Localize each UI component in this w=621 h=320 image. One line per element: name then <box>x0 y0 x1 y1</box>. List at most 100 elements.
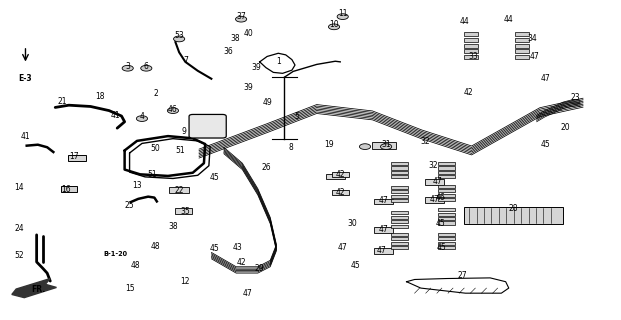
Text: 45: 45 <box>209 173 219 182</box>
Text: 25: 25 <box>125 201 134 210</box>
Text: 10: 10 <box>329 20 339 29</box>
Text: 42: 42 <box>335 188 345 197</box>
FancyBboxPatch shape <box>189 115 226 138</box>
Text: 50: 50 <box>151 144 160 153</box>
Bar <box>332 190 349 195</box>
Bar <box>61 186 77 193</box>
Bar <box>438 233 455 236</box>
Text: 39: 39 <box>251 63 261 72</box>
Bar <box>391 220 409 223</box>
Circle shape <box>329 24 340 30</box>
Text: 45: 45 <box>437 243 446 252</box>
Text: 38: 38 <box>168 222 178 231</box>
Text: 41: 41 <box>20 132 30 140</box>
Bar <box>438 212 455 216</box>
Text: 47: 47 <box>242 289 252 298</box>
Bar <box>425 179 444 185</box>
Bar <box>438 175 455 179</box>
Bar <box>374 198 393 204</box>
Text: 43: 43 <box>232 243 242 252</box>
Bar <box>391 186 409 189</box>
Bar <box>515 44 528 48</box>
Text: 22: 22 <box>175 186 184 195</box>
Text: 20: 20 <box>561 123 571 132</box>
Text: 13: 13 <box>132 181 142 190</box>
Text: 16: 16 <box>61 185 71 194</box>
Bar <box>438 217 455 220</box>
Bar <box>391 195 409 198</box>
Text: 7: 7 <box>183 56 188 65</box>
Bar <box>464 38 478 42</box>
Text: 17: 17 <box>69 152 79 161</box>
Text: 47: 47 <box>530 52 540 61</box>
Circle shape <box>141 65 152 71</box>
Text: 48: 48 <box>151 242 160 251</box>
Text: 40: 40 <box>243 29 253 38</box>
Bar <box>391 171 409 174</box>
Text: 23: 23 <box>571 93 581 102</box>
Bar <box>438 194 455 197</box>
Text: 9: 9 <box>181 127 186 136</box>
Text: 51: 51 <box>148 170 157 179</box>
Text: 44: 44 <box>504 15 514 24</box>
Bar <box>438 246 455 249</box>
Text: 46: 46 <box>436 193 445 202</box>
Text: 8: 8 <box>288 143 293 152</box>
Circle shape <box>137 116 148 122</box>
Bar <box>515 38 528 42</box>
Text: 27: 27 <box>458 271 467 280</box>
Text: 26: 26 <box>261 163 271 172</box>
Bar <box>332 172 349 177</box>
Text: 48: 48 <box>131 261 140 270</box>
Text: 53: 53 <box>175 31 184 40</box>
Text: 47: 47 <box>433 177 442 186</box>
Bar <box>438 162 455 165</box>
Bar <box>464 207 563 224</box>
Bar <box>438 198 455 201</box>
Text: 30: 30 <box>348 219 358 228</box>
Text: 47: 47 <box>377 246 387 255</box>
Text: 5: 5 <box>294 112 299 121</box>
Bar <box>438 166 455 170</box>
Text: FR.: FR. <box>31 284 45 293</box>
Bar <box>68 155 86 161</box>
Bar <box>326 174 345 180</box>
Bar <box>438 242 455 245</box>
Bar <box>170 187 189 194</box>
Text: 47: 47 <box>338 243 348 252</box>
Text: 42: 42 <box>335 170 345 179</box>
Text: 24: 24 <box>14 224 24 233</box>
Circle shape <box>381 144 392 149</box>
Text: E-3: E-3 <box>19 74 32 83</box>
Text: 39: 39 <box>243 83 253 92</box>
Text: 47: 47 <box>379 225 389 234</box>
Bar <box>391 246 409 249</box>
Text: 42: 42 <box>237 258 246 267</box>
Text: B-1-20: B-1-20 <box>103 251 127 257</box>
Text: 35: 35 <box>181 207 190 216</box>
Circle shape <box>337 14 348 20</box>
Text: 31: 31 <box>381 140 391 149</box>
Text: 14: 14 <box>14 183 24 192</box>
Text: 28: 28 <box>509 204 519 213</box>
Bar <box>391 211 409 214</box>
Bar <box>438 189 455 193</box>
Bar <box>391 225 409 228</box>
Text: 32: 32 <box>420 137 430 146</box>
Bar <box>391 237 409 240</box>
Text: 36: 36 <box>224 47 233 56</box>
Bar <box>438 237 455 240</box>
Bar <box>391 199 409 202</box>
Text: 34: 34 <box>527 34 537 43</box>
Text: 45: 45 <box>209 244 219 253</box>
Circle shape <box>360 144 371 149</box>
Text: 51: 51 <box>176 146 185 155</box>
Text: 41: 41 <box>111 111 120 120</box>
Text: 21: 21 <box>58 97 68 106</box>
Bar <box>438 185 455 188</box>
Bar <box>374 227 393 233</box>
Text: 45: 45 <box>541 140 551 149</box>
Text: 45: 45 <box>436 219 445 228</box>
Text: 6: 6 <box>144 61 149 70</box>
Text: 2: 2 <box>153 89 158 98</box>
